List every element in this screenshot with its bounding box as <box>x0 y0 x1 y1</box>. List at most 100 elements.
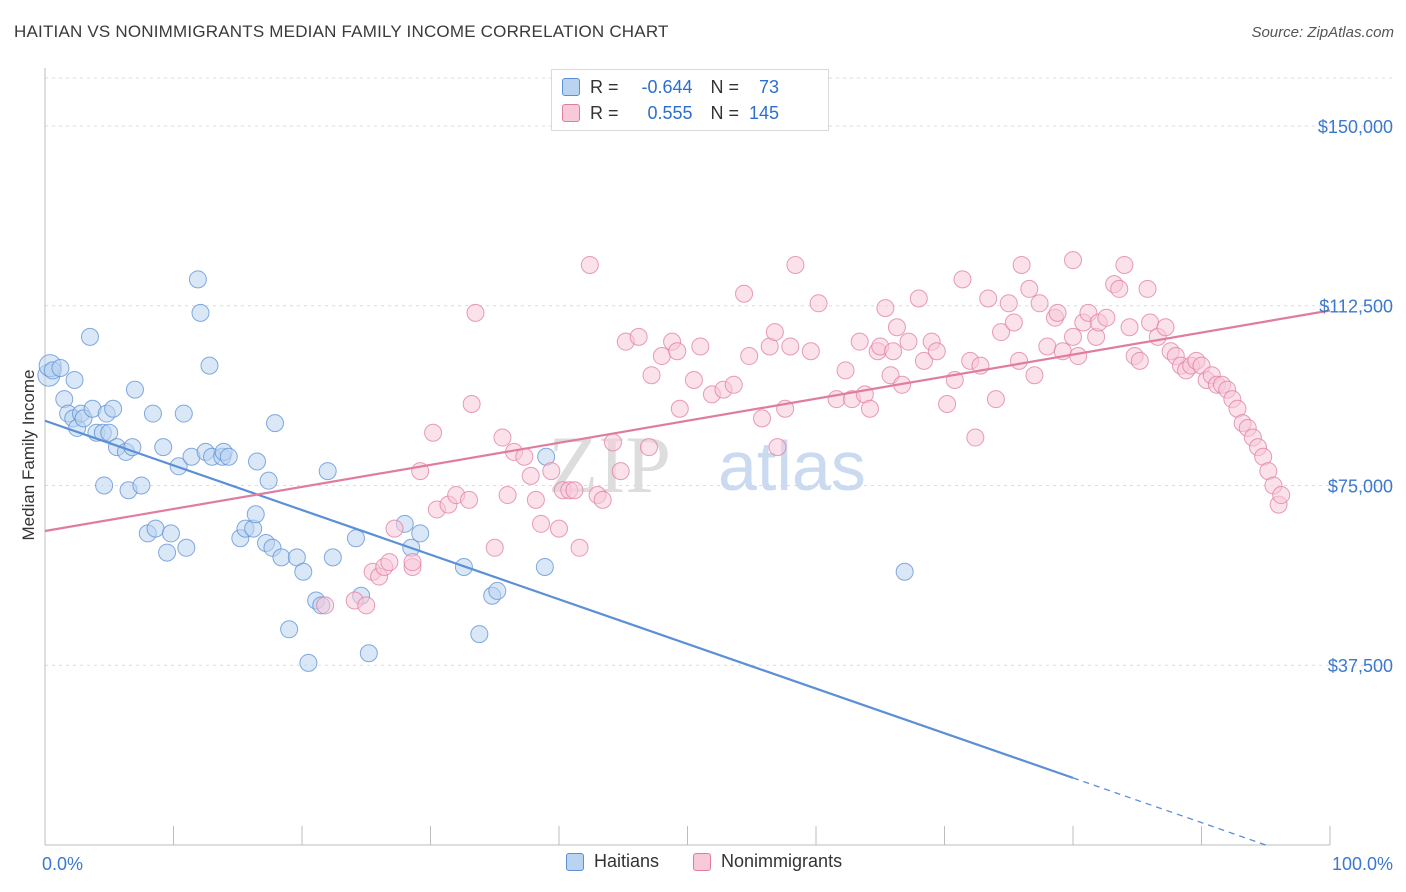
data-point <box>909 289 928 308</box>
series-haitians <box>37 270 914 672</box>
data-point <box>219 447 238 466</box>
points-layer <box>37 251 1291 672</box>
data-point <box>299 653 318 672</box>
data-point <box>259 471 278 490</box>
data-point <box>1038 337 1057 356</box>
data-point <box>966 428 985 447</box>
data-point <box>403 553 422 572</box>
data-point <box>158 543 177 562</box>
data-point <box>639 438 658 457</box>
data-point <box>668 342 687 361</box>
data-point <box>485 538 504 557</box>
data-point <box>836 361 855 380</box>
data-point <box>200 356 219 375</box>
label-layer: $37,500 $75,000 $112,500 $150,000 0.0% 100.0%… <box>19 117 1393 874</box>
data-point <box>104 399 123 418</box>
data-point <box>999 294 1018 313</box>
data-point <box>899 332 918 351</box>
n-value: 145 <box>748 102 780 123</box>
data-point <box>611 462 630 481</box>
data-point <box>161 524 180 543</box>
data-point <box>938 394 957 413</box>
y-tick-label: $150,000 <box>1318 117 1393 137</box>
y-tick-label: $75,000 <box>1328 476 1393 496</box>
legend-item-haitians[interactable]: Haitians <box>566 851 659 872</box>
data-point <box>1110 279 1129 298</box>
data-point <box>927 342 946 361</box>
data-point <box>1064 327 1082 346</box>
chart-title: HAITIAN VS NONIMMIGRANTS MEDIAN FAMILY I… <box>14 22 669 41</box>
data-point <box>1010 351 1029 370</box>
data-point <box>550 519 568 538</box>
data-point <box>735 284 754 303</box>
data-point <box>526 490 545 509</box>
data-point <box>684 371 703 390</box>
data-point <box>359 644 378 663</box>
trend-line <box>44 419 1074 779</box>
r-label: R = <box>590 76 619 97</box>
data-point <box>603 433 622 452</box>
data-point <box>724 375 743 394</box>
data-point <box>914 351 933 370</box>
data-point <box>652 347 671 366</box>
trend-line <box>44 309 1331 533</box>
watermark-atlas: atlas <box>718 427 866 505</box>
data-point <box>850 332 869 351</box>
data-point <box>521 466 540 485</box>
data-point <box>691 337 710 356</box>
data-point <box>895 562 914 581</box>
data-point <box>753 409 772 428</box>
data-point <box>143 404 162 423</box>
data-point <box>248 452 267 471</box>
data-point <box>781 337 800 356</box>
nonimmigrants-swatch <box>693 852 712 871</box>
data-point <box>177 538 196 557</box>
n-value: 73 <box>759 76 780 97</box>
data-point <box>740 347 759 366</box>
data-point <box>542 462 561 481</box>
data-point <box>80 327 99 346</box>
data-point <box>809 294 828 313</box>
data-point <box>768 438 787 457</box>
r-label: R = <box>590 102 619 123</box>
data-point <box>884 342 903 361</box>
data-point <box>280 620 299 639</box>
data-point <box>1097 308 1116 327</box>
data-point <box>580 255 599 274</box>
data-point <box>801 342 820 361</box>
data-point <box>188 270 207 289</box>
data-point <box>532 514 551 533</box>
data-point <box>125 380 144 399</box>
data-point <box>986 390 1005 409</box>
data-point <box>1156 318 1175 337</box>
data-point <box>887 318 906 337</box>
data-point <box>385 519 404 538</box>
data-point <box>1025 366 1044 385</box>
data-point <box>51 359 70 378</box>
data-point <box>881 366 900 385</box>
stats-row-nonimmigrants: R = 0.555 N = 145 <box>562 101 779 125</box>
data-point <box>1020 279 1039 298</box>
r-value: 0.555 <box>647 102 693 123</box>
stats-legend: R = -0.644 N = 73 R = 0.555 N = 145 <box>551 69 829 131</box>
haitians-swatch <box>566 852 584 871</box>
data-point <box>565 481 584 500</box>
y-tick-label: $112,500 <box>1319 297 1393 317</box>
data-point <box>1069 347 1088 366</box>
data-point <box>95 476 114 495</box>
axis-layer <box>44 68 1331 846</box>
data-point <box>1115 255 1134 274</box>
legend-item-nonimmigrants[interactable]: Nonimmigrants <box>693 851 842 872</box>
x-tick-label: 0.0% <box>42 854 83 874</box>
data-point <box>953 270 972 289</box>
n-label: N = <box>710 76 740 97</box>
legend-label-haitians: Haitians <box>594 851 660 871</box>
data-point <box>876 299 895 318</box>
data-point <box>1120 318 1139 337</box>
data-point <box>65 371 84 390</box>
data-point <box>593 490 612 509</box>
data-point <box>488 581 507 600</box>
y-axis-label: Median Family Income <box>19 369 38 540</box>
series-legend: Haitians Nonimmigrants <box>566 851 876 872</box>
data-point <box>1048 303 1067 322</box>
